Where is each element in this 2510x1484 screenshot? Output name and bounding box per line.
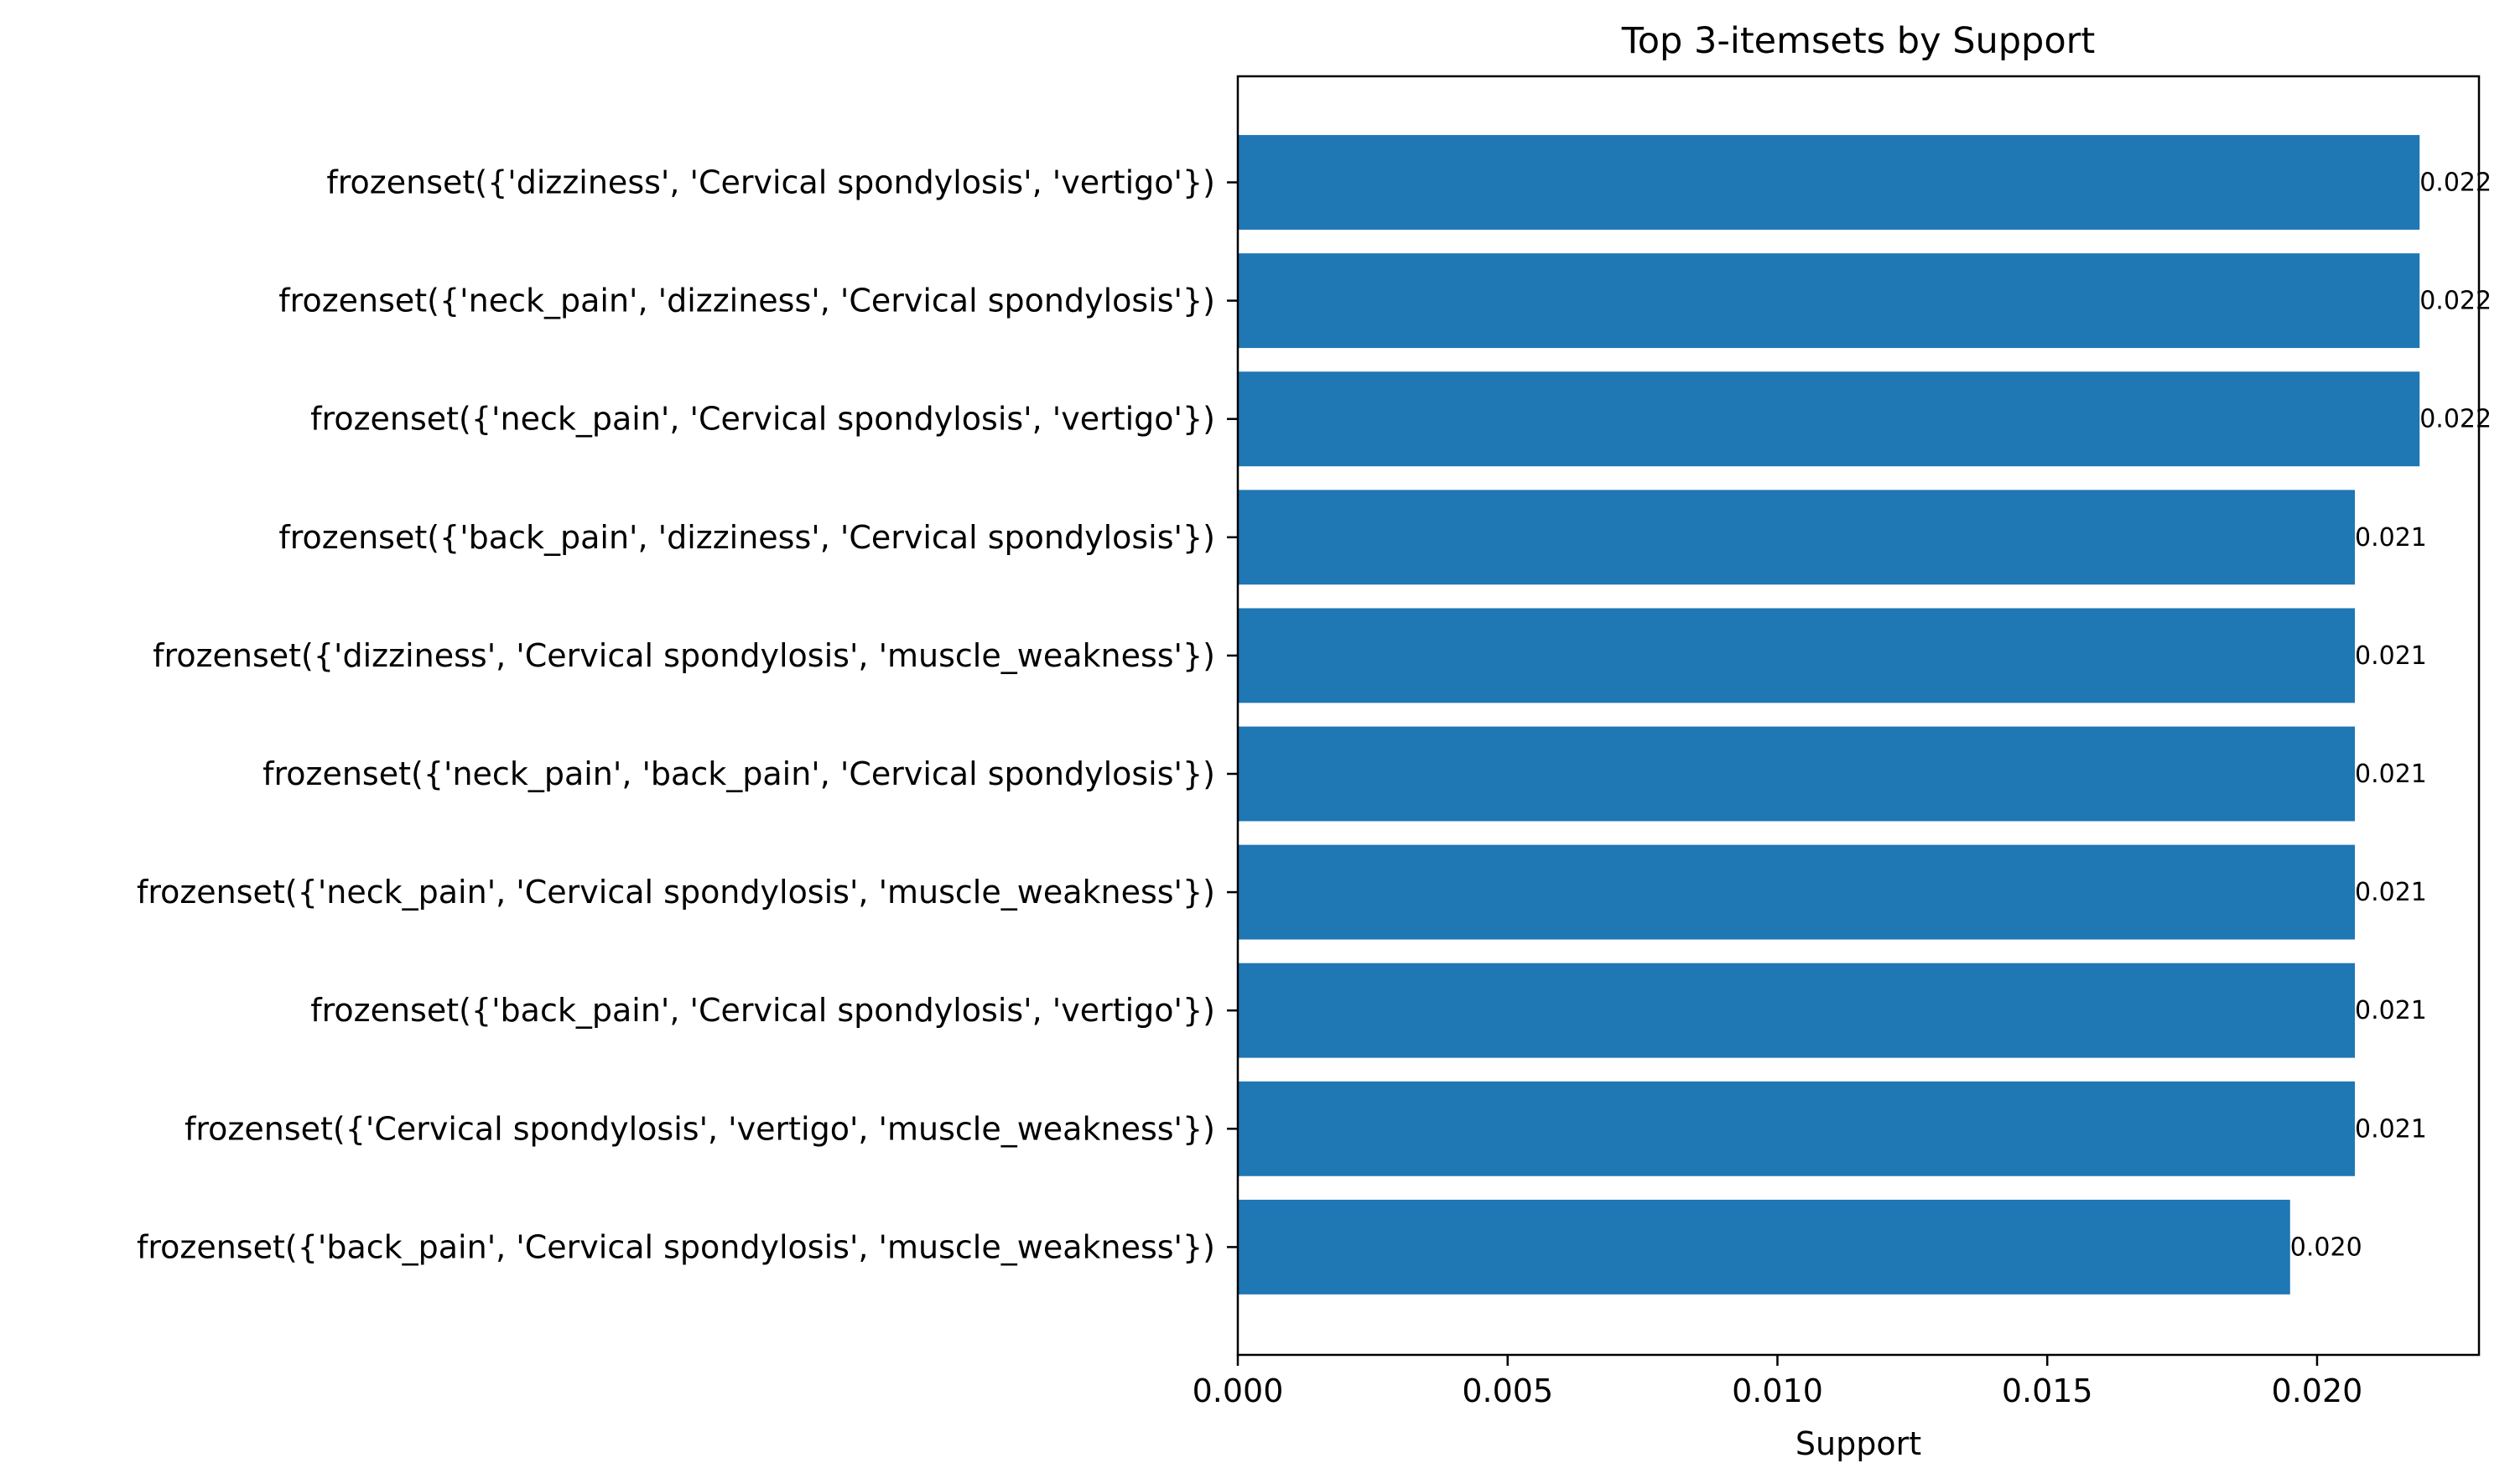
y-tick-label: frozenset({'neck_pain', 'back_pain', 'Ce… bbox=[262, 755, 1215, 792]
y-tick-label: frozenset({'Cervical spondylosis', 'vert… bbox=[184, 1110, 1215, 1147]
bar-3 bbox=[1238, 371, 2420, 467]
data-label-3: 0.022 bbox=[2419, 405, 2492, 434]
x-tick-label: 0.000 bbox=[1193, 1372, 1284, 1409]
data-label-6: 0.021 bbox=[2355, 760, 2427, 789]
bar-8 bbox=[1238, 963, 2355, 1058]
bar-2 bbox=[1238, 253, 2420, 349]
y-tick-label: frozenset({'back_pain', 'Cervical spondy… bbox=[137, 1228, 1215, 1265]
x-tick-label: 0.010 bbox=[1732, 1372, 1823, 1409]
plot-frame bbox=[1236, 75, 2481, 1357]
bar-9 bbox=[1238, 1081, 2355, 1176]
y-tick-label: frozenset({'back_pain', 'dizziness', 'Ce… bbox=[278, 519, 1215, 556]
data-label-10: 0.020 bbox=[2290, 1232, 2362, 1262]
x-axis: 0.000 0.005 0.010 0.015 0.020 bbox=[1193, 1355, 2363, 1409]
y-axis: frozenset({'dizziness', 'Cervical spondy… bbox=[137, 164, 1238, 1265]
x-tick-label: 0.005 bbox=[1462, 1372, 1553, 1409]
y-tick-label: frozenset({'dizziness', 'Cervical spondy… bbox=[326, 164, 1215, 201]
data-label-7: 0.021 bbox=[2355, 878, 2427, 907]
data-label-1: 0.022 bbox=[2419, 169, 2492, 198]
bars-layer bbox=[1238, 135, 2420, 1295]
bar-7 bbox=[1238, 844, 2355, 940]
data-label-9: 0.021 bbox=[2355, 1114, 2427, 1144]
x-tick-label: 0.020 bbox=[2272, 1372, 2363, 1409]
bar-6 bbox=[1238, 726, 2355, 822]
data-label-2: 0.022 bbox=[2419, 287, 2492, 316]
chart-title: Top 3-itemsets by Support bbox=[1621, 20, 2095, 62]
data-label-4: 0.021 bbox=[2355, 523, 2427, 553]
y-tick-label: frozenset({'back_pain', 'Cervical spondy… bbox=[310, 992, 1215, 1029]
bar-10 bbox=[1238, 1199, 2290, 1295]
x-axis-label: Support bbox=[1795, 1425, 1921, 1462]
y-tick-label: frozenset({'neck_pain', 'Cervical spondy… bbox=[137, 874, 1215, 911]
bar-5 bbox=[1238, 608, 2355, 703]
data-label-5: 0.021 bbox=[2355, 641, 2427, 671]
data-label-8: 0.021 bbox=[2355, 996, 2427, 1025]
x-tick-label: 0.015 bbox=[2002, 1372, 2093, 1409]
y-tick-label: frozenset({'dizziness', 'Cervical spondy… bbox=[153, 637, 1215, 674]
bar-4 bbox=[1238, 490, 2355, 585]
bar-1 bbox=[1238, 135, 2420, 230]
y-tick-label: frozenset({'neck_pain', 'dizziness', 'Ce… bbox=[278, 283, 1215, 319]
y-tick-label: frozenset({'neck_pain', 'Cervical spondy… bbox=[310, 401, 1215, 438]
